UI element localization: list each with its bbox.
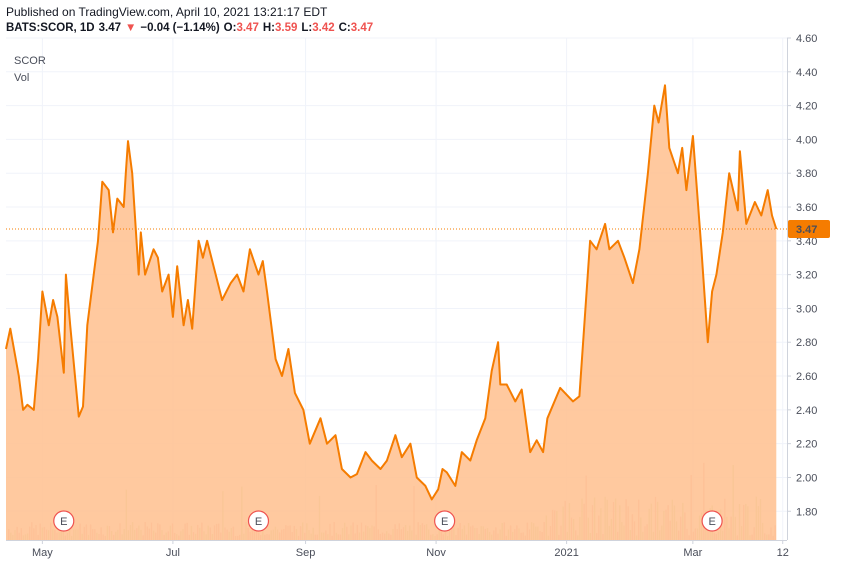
y-tick-label: 3.60 xyxy=(796,202,817,214)
earnings-marker[interactable]: E xyxy=(247,510,270,532)
down-arrow-icon: ▼ xyxy=(125,22,137,34)
last-price: 3.47 xyxy=(98,22,121,34)
y-tick-label: 2.80 xyxy=(796,337,817,349)
ohlc-legend: BATS:SCOR, 1D 3.47 ▼ −0.04 (−1.14%) O:3.47 H:… xyxy=(6,22,373,34)
y-tick-label: 3.40 xyxy=(796,236,817,248)
last-price-tag: 3.47 xyxy=(788,219,830,238)
earnings-marker-label: E xyxy=(255,516,262,528)
open-label: O: xyxy=(223,22,237,34)
y-tick-label: 2.00 xyxy=(796,472,817,484)
y-tick-label: 3.20 xyxy=(796,270,817,282)
symbol-label: BATS:SCOR, 1D xyxy=(6,22,95,34)
y-tick-label: 3.00 xyxy=(796,303,817,315)
x-tick-label: Nov xyxy=(426,547,446,559)
x-tick-label: Jul xyxy=(166,547,180,559)
change-value: −0.04 (−1.14%) xyxy=(140,22,220,34)
high-value: 3.59 xyxy=(274,22,298,34)
close-value: 3.47 xyxy=(350,22,374,34)
legend-volume: Vol xyxy=(14,72,29,84)
earnings-marker[interactable]: E xyxy=(701,510,723,532)
published-note: Published on TradingView.com, April 10, … xyxy=(6,5,328,19)
y-tick-label: 4.40 xyxy=(796,67,817,79)
x-tick-label: 2021 xyxy=(554,547,578,559)
x-tick-label: Mar xyxy=(683,547,702,559)
y-tick-label: 2.60 xyxy=(796,371,817,383)
x-tick-label: May xyxy=(32,547,53,559)
earnings-marker-label: E xyxy=(708,516,715,528)
high-label: H: xyxy=(262,22,275,34)
y-tick-label: 3.80 xyxy=(796,168,817,180)
y-tick-label: 4.20 xyxy=(796,101,817,113)
y-tick-label: 4.60 xyxy=(796,33,817,45)
open-value: 3.47 xyxy=(236,22,259,34)
earnings-marker-label: E xyxy=(60,516,67,528)
x-tick-label: Sep xyxy=(296,547,316,559)
x-tick-label: 12 xyxy=(777,547,789,559)
y-tick-label: 2.40 xyxy=(796,405,817,417)
close-label: C: xyxy=(338,22,351,34)
price-line xyxy=(5,84,778,501)
price-area xyxy=(6,85,777,541)
earnings-marker-label: E xyxy=(441,516,448,528)
y-tick-label: 2.20 xyxy=(796,439,817,451)
last-price-tag-label: 3.47 xyxy=(796,224,817,236)
low-label: L: xyxy=(301,22,313,34)
legend-symbol: SCOR xyxy=(14,55,46,67)
y-tick-label: 1.80 xyxy=(796,506,817,518)
earnings-marker[interactable]: E xyxy=(434,510,456,532)
low-value: 3.42 xyxy=(312,22,335,34)
y-tick-label: 4.00 xyxy=(796,134,817,146)
earnings-marker[interactable]: E xyxy=(53,510,75,532)
